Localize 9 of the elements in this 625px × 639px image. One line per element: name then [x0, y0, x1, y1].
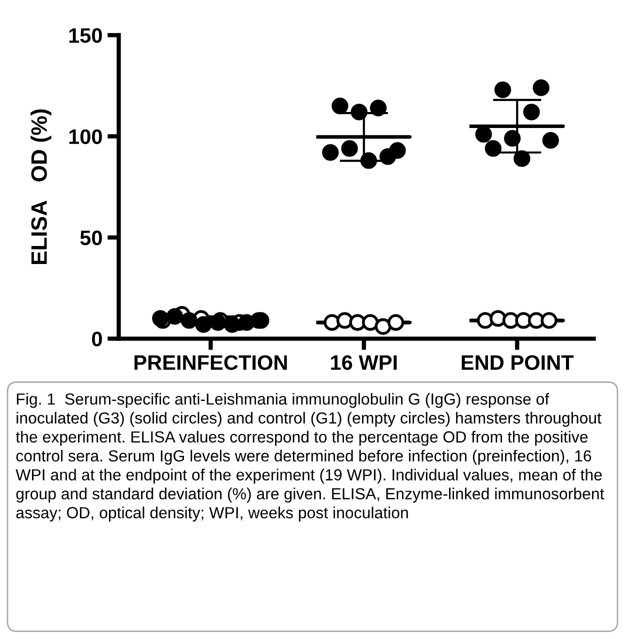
y-tick-label: 100: [69, 129, 102, 144]
y-tick-label: 50: [80, 230, 102, 246]
y-tick-label: 150: [69, 28, 102, 43]
y-tick-label: 0: [92, 332, 102, 346]
x-tick-label: PREINFECTION: [134, 355, 287, 370]
x-tick-label: END POINT: [462, 355, 574, 370]
caption: Fig. 1 Serum-specific anti-Leishmania immunoglobulin G (IgG) response of inoculated (G3) (solid circles) and control (G1) (empty circles) hamsters throughout the experiment. ELISA values correspond to the percentage OD from the positive control sera. Serum IgG levels were determined before infection (preinfection), 16 WPI and at the endpoint of the experiment (19 WPI). Individual values, mean of the group and standard deviation (%) are given. ELISA, Enzyme-linked immunosorbent assay; OD, optical density; WPI, weeks post inoculation: [16, 392, 604, 522]
x-tick-label: 16 WPI: [331, 355, 397, 370]
y-axis-title: ELISA OD (%): [30, 109, 52, 264]
